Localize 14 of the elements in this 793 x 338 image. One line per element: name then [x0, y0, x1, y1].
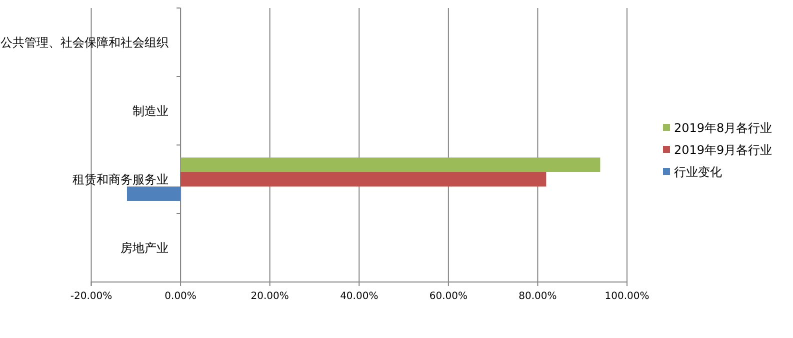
legend-label: 2019年9月各行业: [674, 143, 772, 158]
x-tick-label: 40.00%: [340, 291, 378, 302]
x-tick-label: 0.00%: [164, 291, 196, 302]
x-tick-label: -20.00%: [70, 291, 112, 302]
x-tick-label: 80.00%: [518, 291, 557, 302]
y-tick-label: 房地产业: [120, 240, 169, 255]
x-tick-label: 20.00%: [250, 291, 289, 302]
x-tick-label: 100.00%: [604, 291, 650, 302]
y-tick-label: 租赁和商务服务业: [72, 172, 169, 186]
x-tick-label: 60.00%: [429, 291, 468, 302]
legend-label: 行业变化: [674, 165, 722, 180]
y-tick-label: 制造业: [132, 104, 169, 118]
y-tick-label: 公共管理、社会保障和社会组织: [0, 35, 169, 50]
legend-label: 2019年8月各行业: [674, 121, 772, 136]
